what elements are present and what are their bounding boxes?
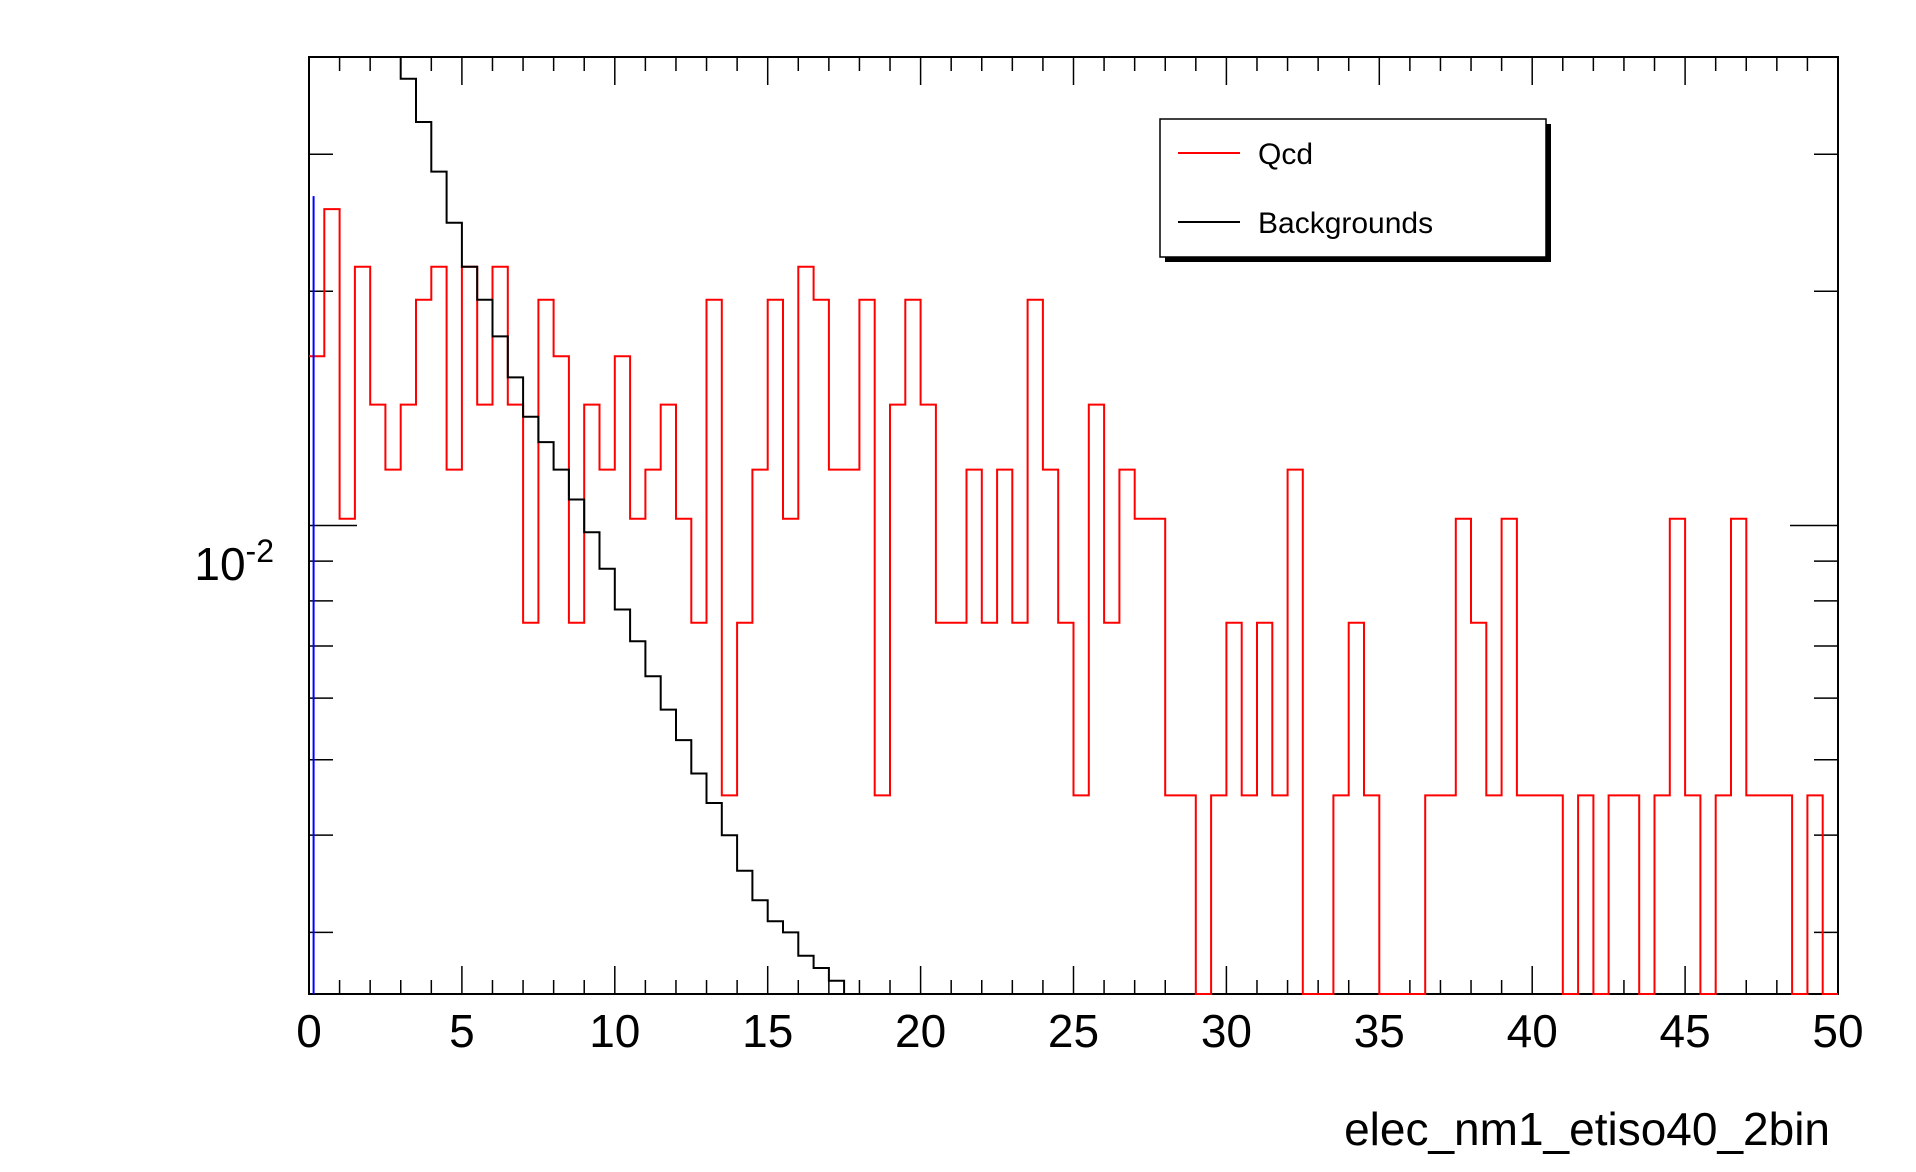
x-tick-labels: 0 5 10 15 20 25 30 35 40 45 50 bbox=[296, 1005, 1863, 1057]
x-tick-label: 45 bbox=[1660, 1005, 1711, 1057]
x-tick-label: 50 bbox=[1812, 1005, 1863, 1057]
x-axis-title: elec_nm1_etiso40_2bin bbox=[1344, 1103, 1830, 1155]
x-tick-label: 0 bbox=[296, 1005, 322, 1057]
histogram-series bbox=[309, 56, 1838, 995]
legend-box bbox=[1159, 118, 1547, 258]
x-tick-label: 5 bbox=[449, 1005, 475, 1057]
x-tick-label: 10 bbox=[589, 1005, 640, 1057]
legend: Qcd Backgrounds bbox=[1159, 118, 1551, 262]
x-tick-label: 20 bbox=[895, 1005, 946, 1057]
legend-label-qcd: Qcd bbox=[1258, 138, 1313, 171]
series-qcd bbox=[309, 208, 1838, 995]
x-tick-label: 30 bbox=[1201, 1005, 1252, 1057]
legend-label-backgrounds: Backgrounds bbox=[1258, 207, 1433, 240]
y-tick-label: 10-2 bbox=[194, 533, 274, 590]
x-tick-label: 35 bbox=[1354, 1005, 1405, 1057]
x-tick-label: 40 bbox=[1507, 1005, 1558, 1057]
series-backgrounds bbox=[309, 56, 875, 995]
x-tick-label: 15 bbox=[742, 1005, 793, 1057]
x-tick-label: 25 bbox=[1048, 1005, 1099, 1057]
